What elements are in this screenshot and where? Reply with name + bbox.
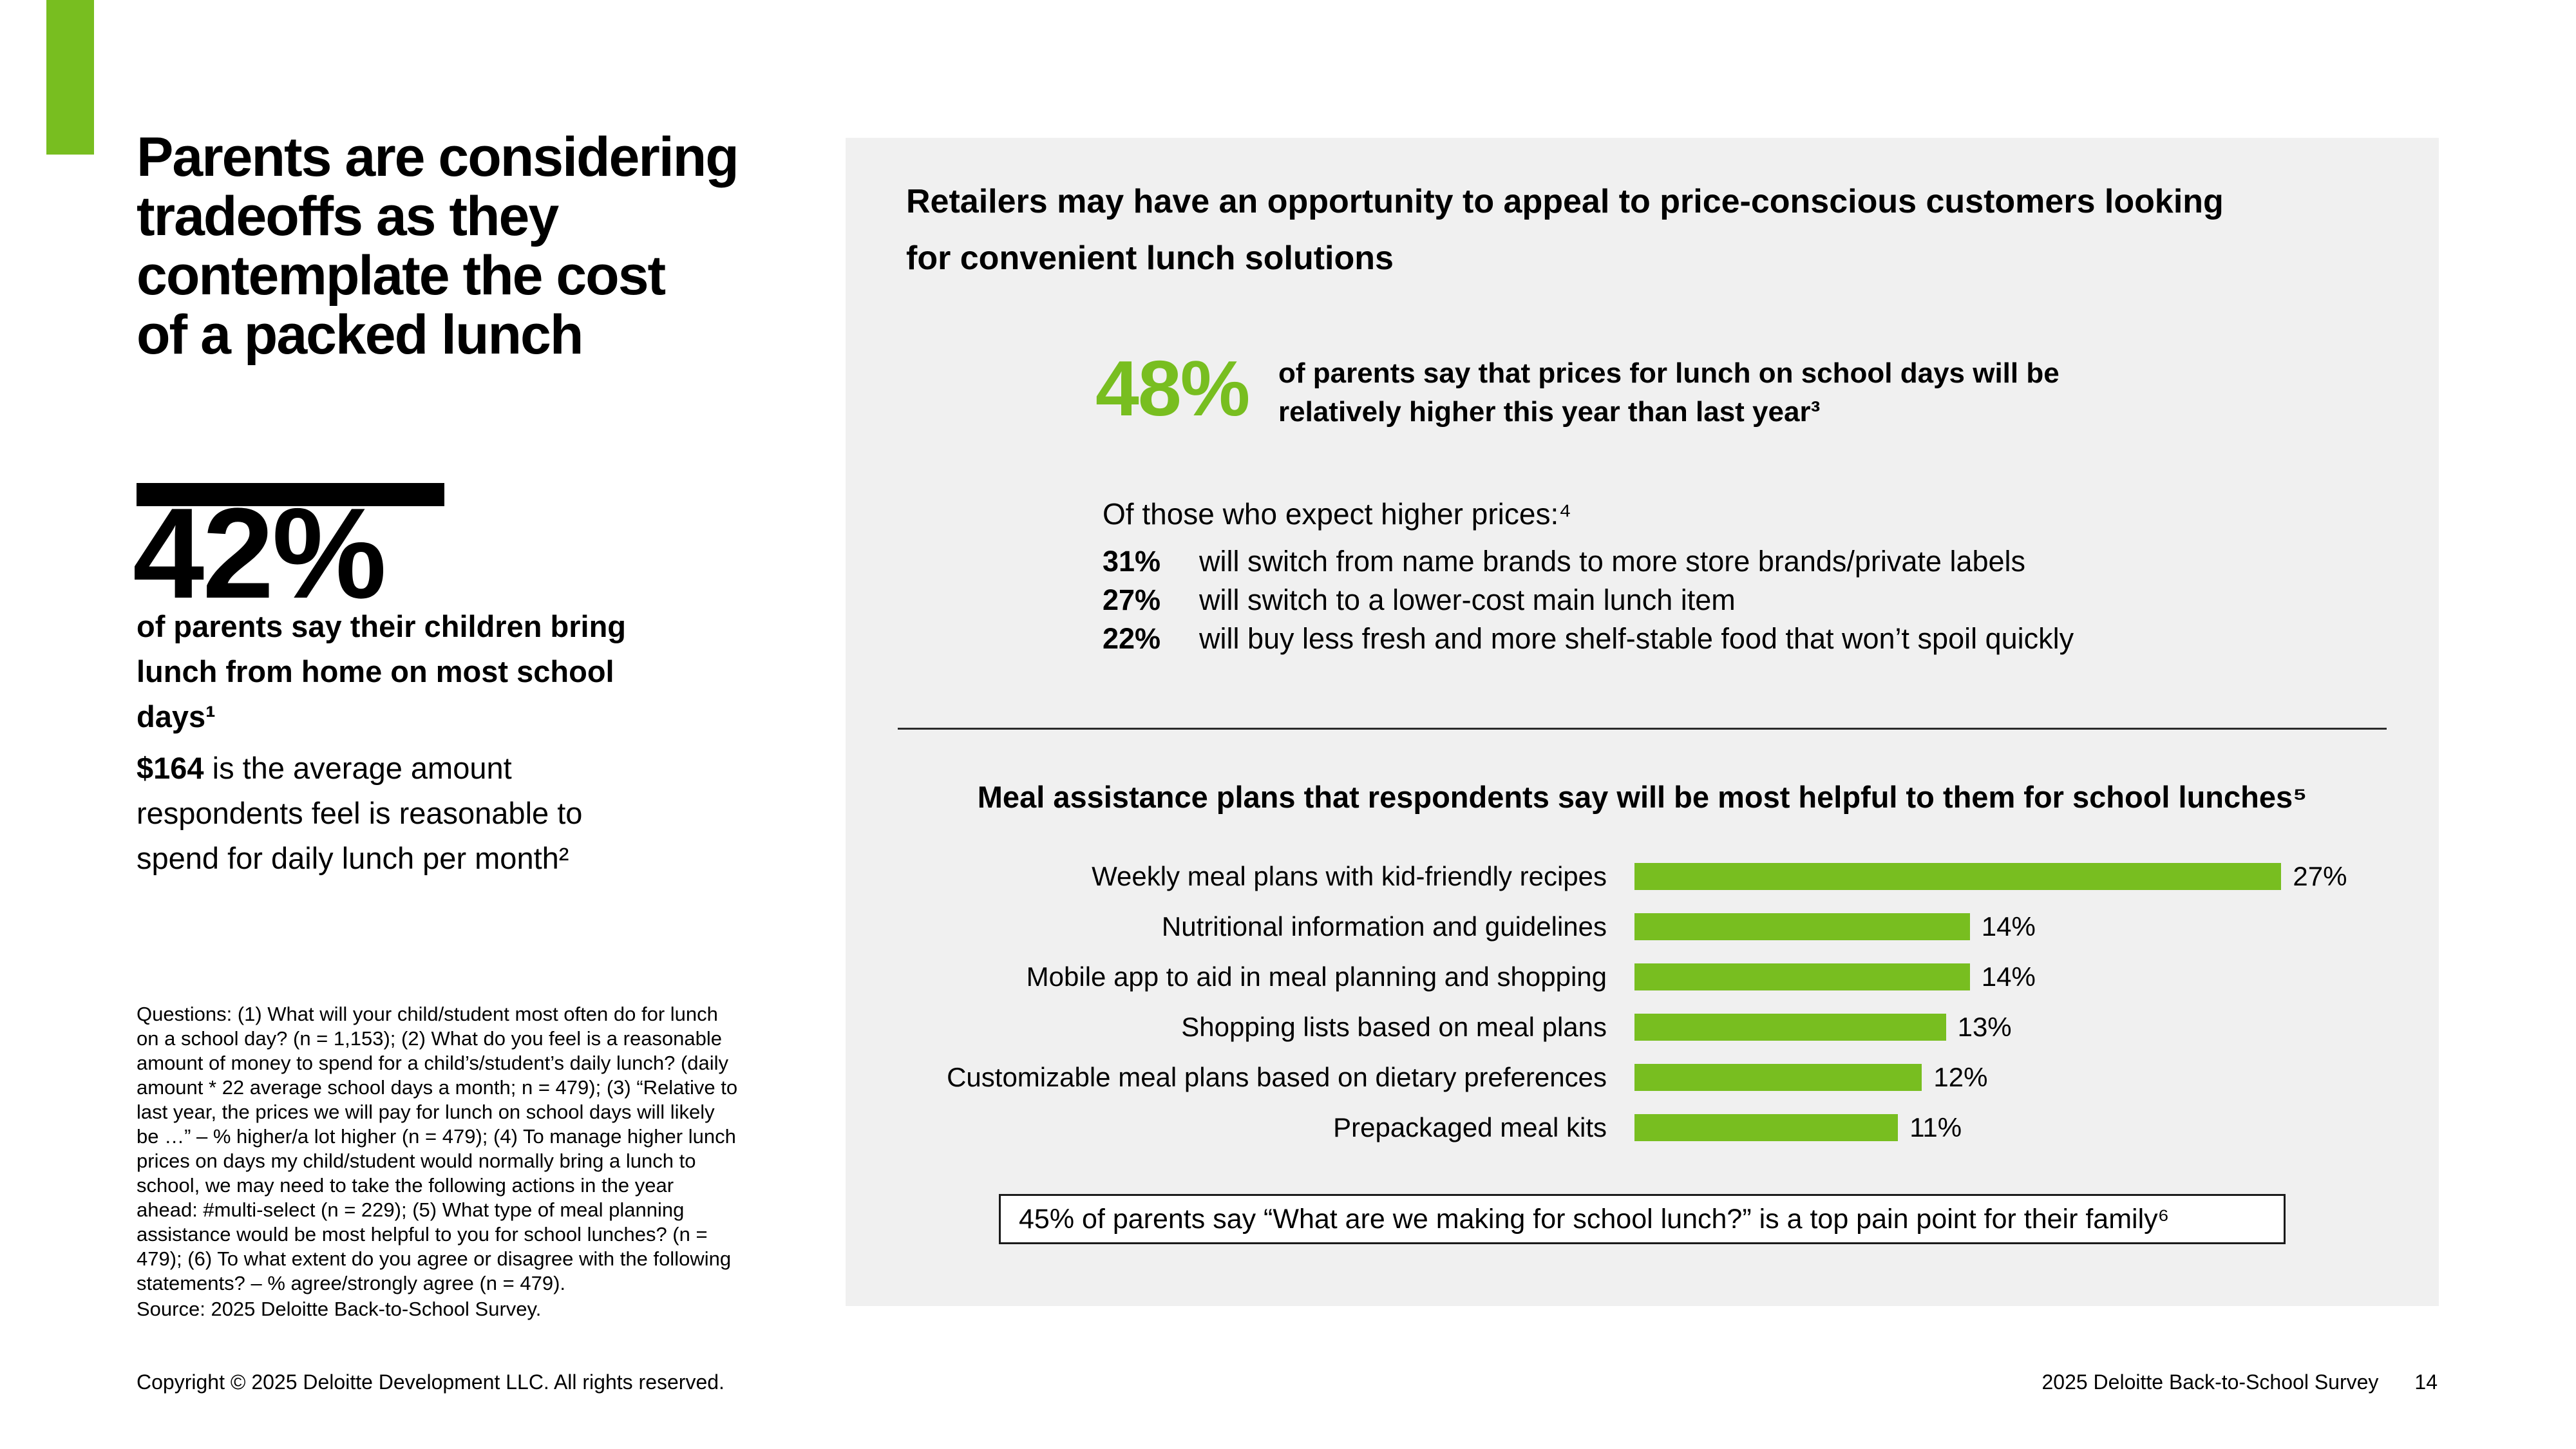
bar	[1634, 863, 2282, 890]
reasonable-amount-paragraph: $164 is the average amount respondents f…	[137, 746, 582, 881]
callout-text: 45% of parents say “What are we making f…	[1019, 1203, 2170, 1235]
stat-48-value: 48%	[1095, 345, 1250, 432]
expect-item: 22% will buy less fresh and more shelf-st…	[1103, 620, 2074, 658]
chart-row: Shopping lists based on meal plans 13%	[846, 1002, 2439, 1052]
right-panel: Retailers may have an opportunity to app…	[846, 138, 2439, 1306]
expect-item: 31% will switch from name brands to more …	[1103, 542, 2074, 581]
brand-green-square	[46, 0, 94, 155]
footer-page-number: 14	[2414, 1370, 2438, 1394]
callout-box: 45% of parents say “What are we making f…	[999, 1194, 2286, 1244]
chart-row: Prepackaged meal kits 11%	[846, 1103, 2439, 1153]
bar-category-label: Customizable meal plans based on dietary…	[947, 1062, 1607, 1092]
footer-right: 2025 Deloitte Back-to-School Survey 14	[2041, 1370, 2438, 1394]
chart-row: Weekly meal plans with kid-friendly reci…	[846, 851, 2439, 902]
expect-item-percent: 31%	[1103, 545, 1161, 578]
divider-bar	[137, 483, 444, 506]
bar-value-label: 12%	[1933, 1062, 1988, 1092]
bar-chart: Weekly meal plans with kid-friendly reci…	[846, 851, 2439, 1153]
expect-item: 27% will switch to a lower-cost main lunc…	[1103, 581, 2074, 620]
expect-item-label: will switch to a lower-cost main lunch i…	[1199, 583, 1736, 616]
footnote-questions: Questions: (1) What will your child/stud…	[137, 1003, 738, 1294]
expect-item-percent: 27%	[1103, 583, 1161, 616]
bar-value-label: 27%	[2293, 861, 2347, 891]
bar-value-label: 14%	[1981, 961, 2036, 992]
bar-value-label: 14%	[1981, 911, 2036, 942]
bar-category-label: Shopping lists based on meal plans	[1181, 1012, 1607, 1042]
bar	[1634, 913, 1970, 940]
bar-category-label: Mobile app to aid in meal planning and s…	[1026, 961, 1607, 992]
expect-intro: Of those who expect higher prices:⁴	[1103, 497, 1572, 531]
bar-category-label: Nutritional information and guidelines	[1161, 911, 1607, 942]
footer-copyright: Copyright © 2025 Deloitte Development LL…	[137, 1370, 724, 1394]
bar	[1634, 1014, 1946, 1041]
bar-value-label: 13%	[1957, 1012, 2012, 1042]
expect-item-percent: 22%	[1103, 622, 1161, 655]
bar	[1634, 963, 1970, 990]
chart-title: Meal assistance plans that respondents s…	[977, 780, 2307, 814]
stat-42-value: 42%	[133, 482, 386, 625]
reasonable-amount-text: is the average amount respondents feel i…	[137, 751, 583, 875]
bar-value-label: 11%	[1909, 1112, 1962, 1142]
expect-item-label: will switch from name brands to more sto…	[1199, 545, 2026, 578]
bar-category-label: Weekly meal plans with kid-friendly reci…	[1092, 861, 1607, 891]
bar	[1634, 1114, 1899, 1141]
footnote-source: Source: 2025 Deloitte Back-to-School Sur…	[137, 1298, 542, 1320]
section-divider	[898, 728, 2387, 730]
page-title: Parents are considering tradeoffs as the…	[137, 126, 739, 366]
reasonable-amount-value: $164	[137, 751, 204, 785]
expect-item-label: will buy less fresh and more shelf-stabl…	[1199, 622, 2074, 655]
stat-42-description: of parents say their children bring lunc…	[137, 609, 626, 734]
stat-48-description: of parents say that prices for lunch on …	[1278, 357, 2060, 428]
bar-category-label: Prepackaged meal kits	[1333, 1112, 1607, 1142]
bar	[1634, 1064, 1922, 1091]
chart-row: Nutritional information and guidelines 14…	[846, 902, 2439, 952]
chart-row: Mobile app to aid in meal planning and s…	[846, 952, 2439, 1002]
panel-heading: Retailers may have an opportunity to app…	[906, 183, 2224, 277]
footer-survey-name: 2025 Deloitte Back-to-School Survey	[2041, 1370, 2379, 1394]
expect-rows: 31% will switch from name brands to more …	[1103, 542, 2074, 658]
chart-row: Customizable meal plans based on dietary…	[846, 1052, 2439, 1103]
